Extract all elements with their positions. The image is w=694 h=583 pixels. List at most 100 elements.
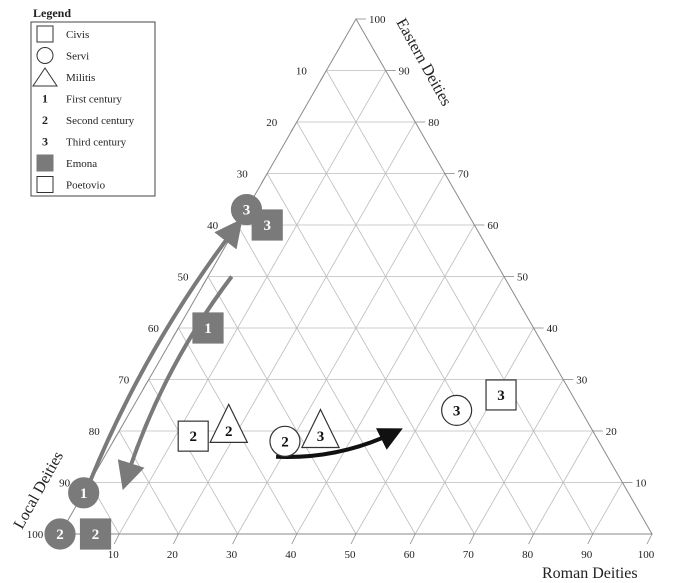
point-marker: 1	[68, 477, 100, 509]
point-label: 2	[225, 424, 233, 440]
tick-label-eastern: 60	[487, 220, 499, 232]
legend-item: 3 Third century	[42, 135, 127, 149]
tick-mark-roman	[528, 533, 534, 545]
trend-arrow	[87, 218, 243, 484]
grid-line-roman	[592, 482, 623, 535]
square-marker	[177, 420, 209, 452]
grid-line-local	[148, 379, 238, 535]
point-marker: 2	[79, 518, 112, 550]
tick-mark-local	[290, 121, 298, 133]
tick-label-roman: 90	[581, 549, 593, 561]
grid-line-roman	[237, 173, 446, 535]
legend-triangle-icon	[32, 67, 58, 87]
point-marker: 3	[441, 394, 473, 426]
point-label: 1	[204, 321, 212, 337]
tick-label-roman: 80	[522, 549, 534, 561]
point-marker: 2	[44, 518, 76, 550]
tick-mark-local	[320, 70, 327, 81]
triangle-marker	[300, 408, 341, 449]
legend-square-icon	[36, 25, 54, 43]
tick-label-local: 20	[266, 117, 278, 129]
grid	[89, 70, 623, 535]
point-marker: 3	[300, 408, 341, 449]
legend-item-label: Second century	[66, 115, 135, 127]
legend-item-label: Servi	[66, 51, 89, 63]
legend-item: 1 First century	[42, 92, 122, 106]
circle-marker	[68, 477, 100, 509]
point-marker: 2	[209, 402, 249, 443]
legend-item: Civis	[36, 25, 89, 43]
tick-mark-local	[112, 430, 120, 442]
legend-item-label: Civis	[66, 29, 89, 41]
tick-label-roman: 100	[638, 549, 655, 561]
legend-number-icon: 3	[42, 135, 48, 149]
point-label: 1	[80, 486, 88, 502]
point-marker: 1	[192, 312, 224, 344]
legend-filled-square-icon	[36, 154, 54, 172]
grid-line-roman	[474, 379, 564, 535]
tick-label-roman: 30	[226, 549, 238, 561]
tick-label-eastern: 30	[576, 375, 588, 387]
legend-item-label: Emona	[66, 158, 97, 170]
legend-item: Emona	[36, 154, 97, 172]
triangle-marker	[209, 402, 249, 443]
trend-arrow	[275, 428, 403, 459]
legend-item-label: Militis	[66, 72, 95, 84]
tick-label-local: 60	[148, 323, 160, 335]
point-label: 3	[497, 388, 505, 404]
tick-labels: 10 10 10 20 20 20 30 30 30 40 40 40 50 50 50 60 60 60 70 70…	[27, 14, 655, 561]
grid-line-local	[118, 430, 179, 535]
legend-square-icon	[36, 176, 54, 193]
legend-item-label: Third century	[66, 137, 127, 149]
tick-mark-local	[172, 327, 179, 339]
trend-arrow	[117, 275, 234, 491]
point-label: 2	[92, 527, 100, 543]
tick-mark-roman	[350, 533, 357, 545]
legend-item: 2 Second century	[42, 113, 135, 127]
legend-item: Servi	[36, 47, 89, 64]
tick-label-local: 30	[237, 169, 249, 181]
point-label: 2	[56, 527, 64, 543]
tick-label-roman: 20	[167, 549, 179, 561]
grid-line-roman	[355, 276, 505, 535]
tick-label-eastern: 50	[517, 272, 529, 284]
tick-label-local: 100	[27, 529, 44, 541]
square-marker	[79, 518, 112, 550]
legend-title: Legend	[33, 6, 71, 20]
axis-title-eastern: Eastern Deities	[393, 16, 455, 109]
point-label: 2	[189, 429, 197, 445]
point-label: 3	[317, 429, 325, 445]
legend-item-label: Poetovio	[66, 180, 106, 192]
square-marker	[485, 379, 517, 411]
circle-marker	[441, 394, 473, 426]
tick-label-eastern: 100	[369, 14, 386, 26]
legend-number-icon: 2	[42, 113, 48, 127]
point-label: 3	[453, 403, 461, 419]
tick-mark-roman	[587, 533, 594, 545]
tick-mark-roman	[469, 533, 475, 545]
point-label: 3	[263, 218, 271, 234]
tick-label-eastern: 90	[399, 66, 411, 78]
point-marker: 2	[269, 425, 301, 457]
tick-mark-local	[142, 379, 150, 390]
square-marker	[251, 209, 283, 241]
tick-mark-local	[260, 173, 268, 184]
tick-label-eastern: 40	[547, 323, 559, 335]
tick-mark-roman	[113, 533, 120, 545]
tick-mark-local	[201, 276, 209, 287]
tick-mark-roman	[232, 533, 238, 545]
tick-label-local: 50	[178, 272, 190, 284]
tick-label-roman: 40	[285, 549, 297, 561]
tick-mark-roman	[173, 533, 179, 545]
circle-marker	[269, 425, 301, 457]
tick-label-eastern: 20	[606, 426, 618, 438]
point-label: 2	[281, 434, 289, 450]
tick-mark-roman	[646, 533, 653, 545]
grid-line-roman	[533, 430, 594, 535]
tick-label-local: 90	[59, 478, 71, 490]
tick-label-local: 40	[207, 220, 219, 232]
circle-marker	[44, 518, 76, 550]
point-marker: 3	[485, 379, 517, 411]
point-marker: 2	[177, 420, 209, 452]
